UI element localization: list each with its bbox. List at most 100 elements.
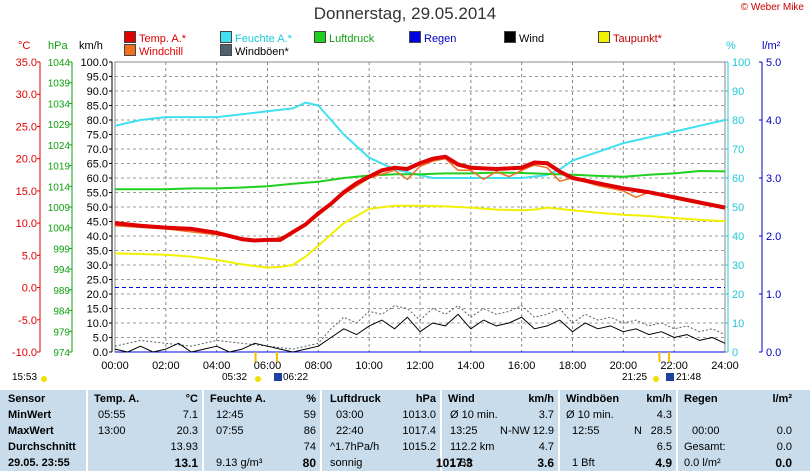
- col-pressure: Luftdruck hPa 03:00 1013.0 22:40 1017.4 ^1.…: [322, 390, 473, 471]
- legend-item-temp: Temp. A.*: [124, 31, 187, 45]
- left-time: 15:53: [12, 372, 38, 383]
- legend-label: Taupunkt*: [613, 33, 662, 45]
- gust-avg: 6.5: [656, 441, 672, 453]
- page-title: Donnerstag, 29.05.2014: [313, 4, 497, 23]
- row-avg: Durchschnitt: [8, 441, 76, 453]
- press-min-val: 1013.0: [402, 409, 436, 421]
- humidity-unit: %: [726, 40, 736, 52]
- gust-bft: 1 Bft: [572, 457, 595, 469]
- hdr-sensor: Sensor: [8, 393, 46, 405]
- pressure-tick-label: 1044: [48, 58, 71, 69]
- gust-now: 4.9: [655, 456, 672, 470]
- rain-tick-label: 1.0: [766, 289, 781, 301]
- col-rain: Regen l/m² 00:00 0.0 Gesamt: 0.0 0.0 l/m² 0.…: [678, 390, 796, 471]
- press-title: Luftdruck: [330, 393, 381, 405]
- wind-unit: km/h: [79, 40, 103, 52]
- series-wind-line: [114, 313, 726, 353]
- press-min-time: 03:00: [336, 409, 364, 421]
- hum-title: Feuchte A.: [210, 393, 266, 405]
- legend-label: Temp. A.*: [139, 33, 187, 45]
- legend-label: Windböen*: [235, 46, 289, 58]
- x-tick-label: 08:00: [305, 360, 333, 372]
- pressure-tick-label: 1019: [48, 162, 71, 173]
- temp-tick-label: -10.0: [12, 347, 37, 359]
- legend-item-wind: Wind: [504, 31, 544, 45]
- rain-total-label: Gesamt:: [684, 441, 726, 453]
- pressure-tick-label: 999: [53, 244, 70, 255]
- legend-swatch: [598, 31, 610, 43]
- legend-swatch: [220, 31, 232, 43]
- gust-max-dir: N: [634, 425, 642, 437]
- humidity-tick-label: 90: [732, 86, 744, 98]
- wind-max-dir: N-NW: [500, 425, 530, 437]
- temp-tick-label: 10.0: [16, 218, 37, 230]
- press-max-val: 1017.4: [402, 425, 436, 437]
- hum-abs: 9.13 g/m³: [216, 457, 263, 469]
- x-tick-label: 00:00: [101, 360, 129, 372]
- gust-max-time: 12:55: [572, 425, 600, 437]
- press-now: 1017.3: [436, 456, 473, 470]
- hum-max-time: 07:55: [216, 425, 244, 437]
- wind-title: Wind: [448, 393, 475, 405]
- wind-tick-label: 40.0: [87, 231, 108, 243]
- wind-tick-label: 10.0: [87, 318, 108, 330]
- temp-title: Temp. A.: [94, 393, 140, 405]
- pressure-tick-label: 1009: [48, 203, 71, 214]
- pressure-tick-label: 1024: [48, 141, 71, 152]
- hum-now: 80: [302, 456, 316, 470]
- wind-tick-label: 5.0: [93, 333, 108, 345]
- legend-label: Luftdruck: [329, 33, 375, 45]
- pressure-tick-label: 1039: [48, 79, 71, 90]
- legend-item-humidity: Feuchte A.*: [220, 31, 292, 45]
- legend-swatch: [504, 31, 516, 43]
- rain-title: Regen: [684, 393, 718, 405]
- legend-swatch: [314, 31, 326, 43]
- credit-label: © Weber Mike: [740, 2, 804, 13]
- temp-tick-label: 20.0: [16, 154, 37, 166]
- rain-tick-label: 0.0: [766, 347, 781, 359]
- wind-tick-label: 20.0: [87, 289, 108, 301]
- press-state: sonnig: [330, 457, 363, 469]
- col-wind: Wind km/h Ø 10 min. 3.7 13:25 N-NW 12.9 112.…: [442, 390, 560, 471]
- wind-max-val: 12.9: [532, 425, 554, 437]
- temp-avg: 13.93: [170, 441, 198, 453]
- wind-tick-label: 95.0: [87, 72, 108, 84]
- temp-tick-label: 15.0: [16, 186, 37, 198]
- grid: [114, 61, 726, 353]
- humidity-tick-label: 60: [732, 173, 744, 185]
- moon-icon: [666, 373, 674, 381]
- sun-icon: [653, 376, 659, 382]
- legend-item-dewpoint: Taupunkt*: [598, 31, 662, 45]
- col-labels: Sensor MinWert MaxWert Durchschnitt 29.0…: [0, 390, 88, 471]
- rain-unit: l/m²: [762, 40, 781, 52]
- rain-val: 0.0: [776, 425, 792, 437]
- temp-now: 13.1: [174, 456, 198, 470]
- series: [114, 101, 726, 353]
- humidity-tick-label: 20: [732, 289, 744, 301]
- legend-item-gusts: Windböen*: [220, 44, 289, 58]
- sunset-night-time: 21:48: [676, 372, 702, 383]
- x-tick-label: 06:00: [254, 360, 282, 372]
- legend-swatch: [409, 31, 421, 43]
- trend-up-icon: ↑: [436, 456, 442, 470]
- press-avg: 1015.2: [402, 441, 436, 453]
- wind-tick-label: 65.0: [87, 159, 108, 171]
- legend-swatch: [124, 44, 136, 56]
- wind-tick-label: 100.0: [80, 57, 108, 69]
- gust-avg10: 4.3: [656, 409, 672, 421]
- pressure-tick-label: 994: [53, 265, 70, 276]
- wind-tick-label: 15.0: [87, 304, 108, 316]
- row-min: MinWert: [8, 409, 52, 421]
- temp-min-val: 7.1: [182, 409, 198, 421]
- wind-tick-label: 70.0: [87, 144, 108, 156]
- wind-tick-label: 0.0: [93, 347, 108, 359]
- wind-tick-label: 90.0: [87, 86, 108, 98]
- rain-today: 0.0 l/m²: [684, 457, 721, 469]
- press-max-time: 22:40: [336, 425, 364, 437]
- col-temp: Temp. A. °C 05:55 7.1 13:00 20.3 13.93 13.1: [88, 390, 204, 471]
- series-temp-a-line: [114, 154, 726, 243]
- hum-avg: 74: [303, 441, 316, 453]
- x-tick-label: 24:00: [711, 360, 739, 372]
- wind-tick-label: 30.0: [87, 260, 108, 272]
- temp-tick-label: 35.0: [16, 57, 37, 69]
